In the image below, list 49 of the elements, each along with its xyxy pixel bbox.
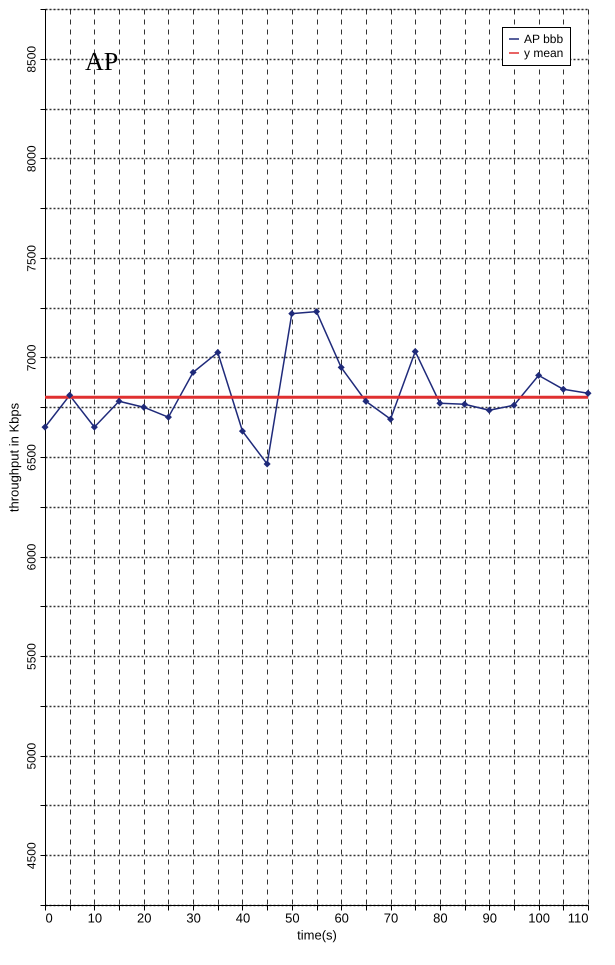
point (436, 400, 444, 407)
y-tick-label: 6500 (24, 444, 38, 471)
x-tick-label: 80 (433, 910, 448, 926)
y-tick-label: 7500 (24, 244, 38, 272)
point (535, 372, 542, 379)
point (190, 368, 197, 376)
point (140, 404, 148, 411)
y-tick-label: 5000 (24, 742, 38, 770)
x-tick-label: 40 (236, 910, 250, 926)
x-tick-label: 30 (186, 910, 201, 926)
legend-label: y mean (524, 46, 564, 60)
y-tick-label: 6000 (24, 543, 38, 570)
point (387, 416, 394, 423)
y-tick-label: 8000 (24, 145, 38, 172)
legend-label: AP bbb (524, 32, 564, 46)
point (461, 400, 468, 408)
x-axis-title: time(s) (297, 928, 337, 942)
x-tick-label: 0 (46, 910, 53, 926)
point (164, 414, 172, 421)
point (116, 398, 123, 405)
point (584, 390, 592, 397)
y-tick-label: 7000 (24, 344, 38, 372)
y-tick-label: 5500 (24, 642, 38, 670)
y-tick-label: 4500 (24, 842, 38, 870)
x-tick-label: 70 (384, 910, 398, 926)
x-tick-label: 50 (285, 910, 300, 926)
point (312, 308, 320, 316)
point (560, 386, 567, 393)
text: AP (85, 47, 118, 76)
y-axis-title: throughput in Kbps (6, 402, 22, 512)
point (338, 364, 345, 371)
point (41, 424, 49, 431)
x-tick-label: 110 (568, 910, 588, 926)
x-tick-label: 20 (136, 910, 152, 926)
point (66, 392, 74, 399)
point (214, 348, 222, 356)
x-tick-label: 100 (528, 910, 550, 926)
x-tick-label: 90 (482, 910, 498, 926)
point (412, 348, 419, 356)
point (510, 402, 518, 409)
point (90, 424, 98, 431)
point (362, 398, 370, 405)
x-tick-label: 60 (334, 910, 349, 926)
x-tick-label: 10 (88, 910, 102, 926)
point (238, 428, 246, 435)
point (486, 406, 493, 414)
point (288, 310, 296, 318)
point (264, 460, 271, 468)
y-tick-label: 8500 (24, 46, 38, 73)
